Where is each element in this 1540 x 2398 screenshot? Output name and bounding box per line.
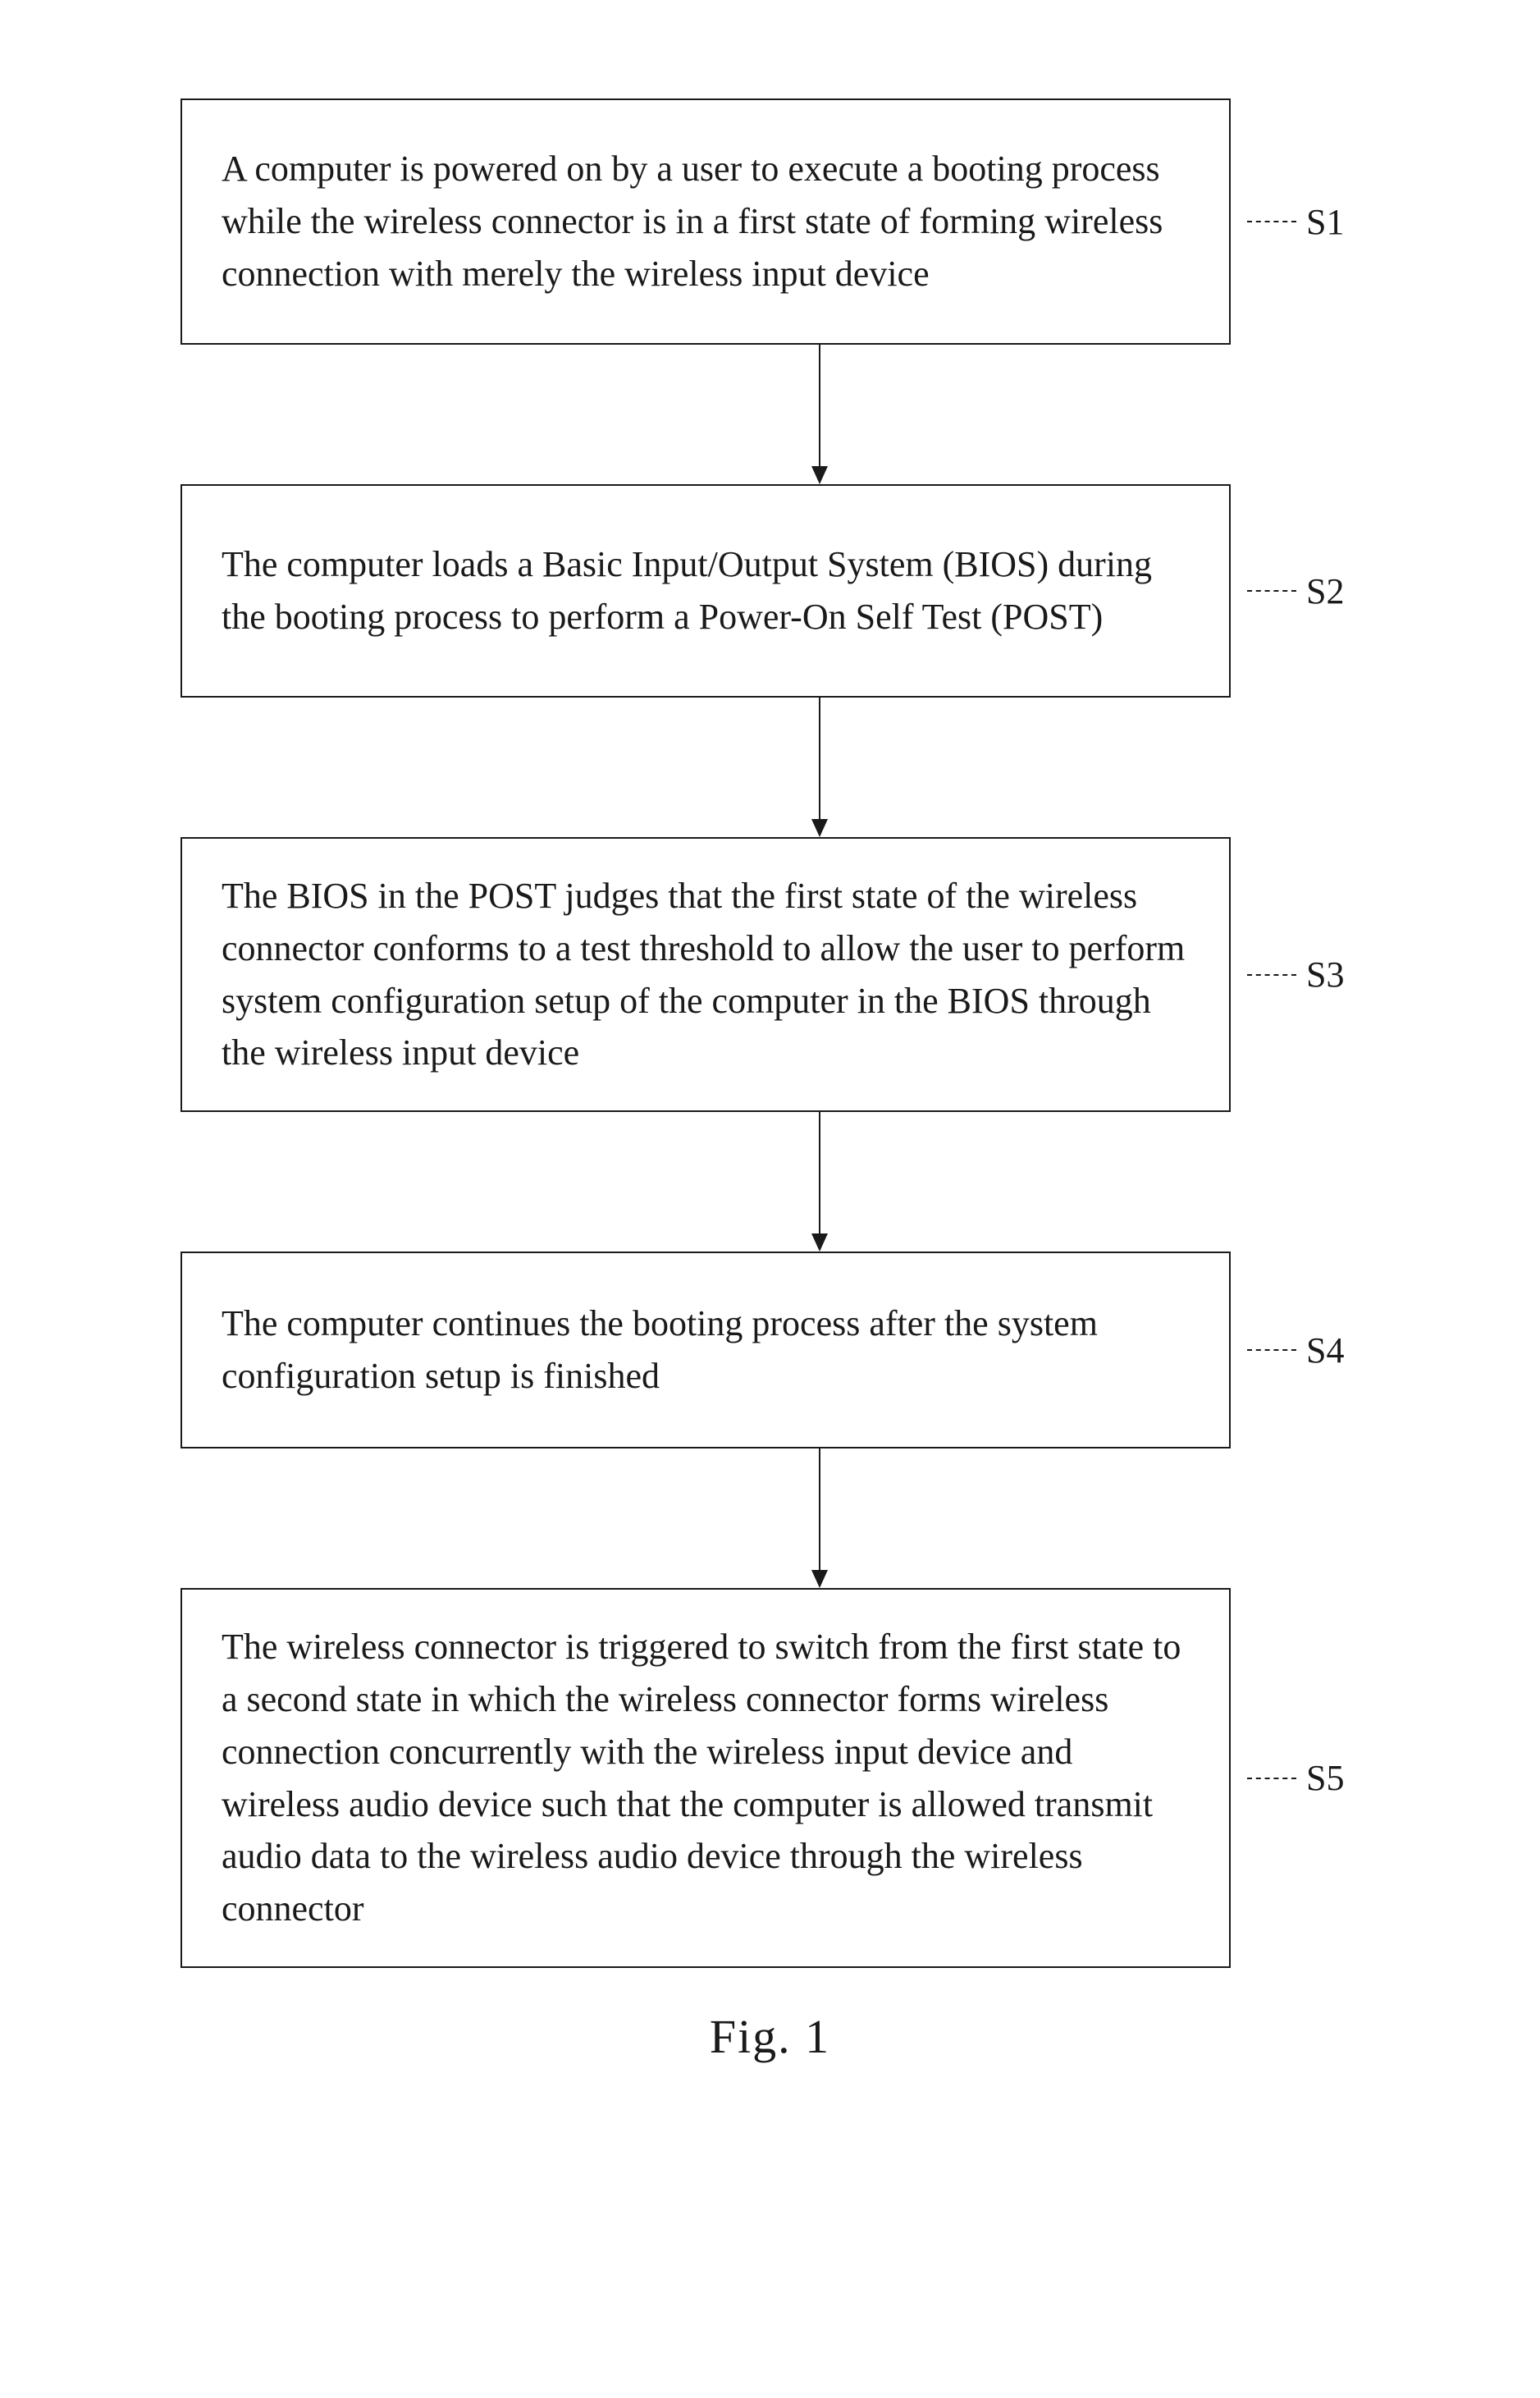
step-box-2: The computer loads a Basic Input/Output … xyxy=(181,484,1231,698)
arrow-2 xyxy=(295,698,1345,837)
step-label-group-5: S5 xyxy=(1247,1757,1344,1799)
step-row-3: The BIOS in the POST judges that the fir… xyxy=(82,837,1458,1112)
connector-line-2 xyxy=(1247,590,1296,592)
step-label-group-2: S2 xyxy=(1247,570,1344,612)
figure-caption: Fig. 1 xyxy=(710,2009,830,2064)
flowchart-container: A computer is powered on by a user to ex… xyxy=(82,98,1458,2064)
arrow-down-icon xyxy=(803,1112,836,1252)
step-box-4: The computer continues the booting proce… xyxy=(181,1252,1231,1448)
step-box-5: The wireless connector is triggered to s… xyxy=(181,1588,1231,1968)
step-box-1: A computer is powered on by a user to ex… xyxy=(181,98,1231,345)
arrow-down-icon xyxy=(803,1448,836,1588)
arrow-down-icon xyxy=(803,345,836,484)
arrow-1 xyxy=(295,345,1345,484)
step-label-1: S1 xyxy=(1306,201,1344,243)
connector-line-4 xyxy=(1247,1349,1296,1351)
step-text-1: A computer is powered on by a user to ex… xyxy=(222,143,1190,300)
step-text-3: The BIOS in the POST judges that the fir… xyxy=(222,870,1190,1079)
step-text-2: The computer loads a Basic Input/Output … xyxy=(222,538,1190,643)
step-text-5: The wireless connector is triggered to s… xyxy=(222,1621,1190,1935)
arrow-3 xyxy=(295,1112,1345,1252)
step-row-4: The computer continues the booting proce… xyxy=(82,1252,1458,1448)
step-row-1: A computer is powered on by a user to ex… xyxy=(82,98,1458,345)
arrow-down-icon xyxy=(803,698,836,837)
step-label-group-4: S4 xyxy=(1247,1329,1344,1371)
step-label-group-3: S3 xyxy=(1247,954,1344,995)
connector-line-3 xyxy=(1247,974,1296,976)
step-label-2: S2 xyxy=(1306,570,1344,612)
connector-line-1 xyxy=(1247,221,1296,222)
arrow-4 xyxy=(295,1448,1345,1588)
step-row-5: The wireless connector is triggered to s… xyxy=(82,1588,1458,1968)
step-box-3: The BIOS in the POST judges that the fir… xyxy=(181,837,1231,1112)
step-label-3: S3 xyxy=(1306,954,1344,995)
step-text-4: The computer continues the booting proce… xyxy=(222,1297,1190,1403)
step-label-group-1: S1 xyxy=(1247,201,1344,243)
step-label-5: S5 xyxy=(1306,1757,1344,1799)
step-label-4: S4 xyxy=(1306,1329,1344,1371)
connector-line-5 xyxy=(1247,1778,1296,1779)
step-row-2: The computer loads a Basic Input/Output … xyxy=(82,484,1458,698)
